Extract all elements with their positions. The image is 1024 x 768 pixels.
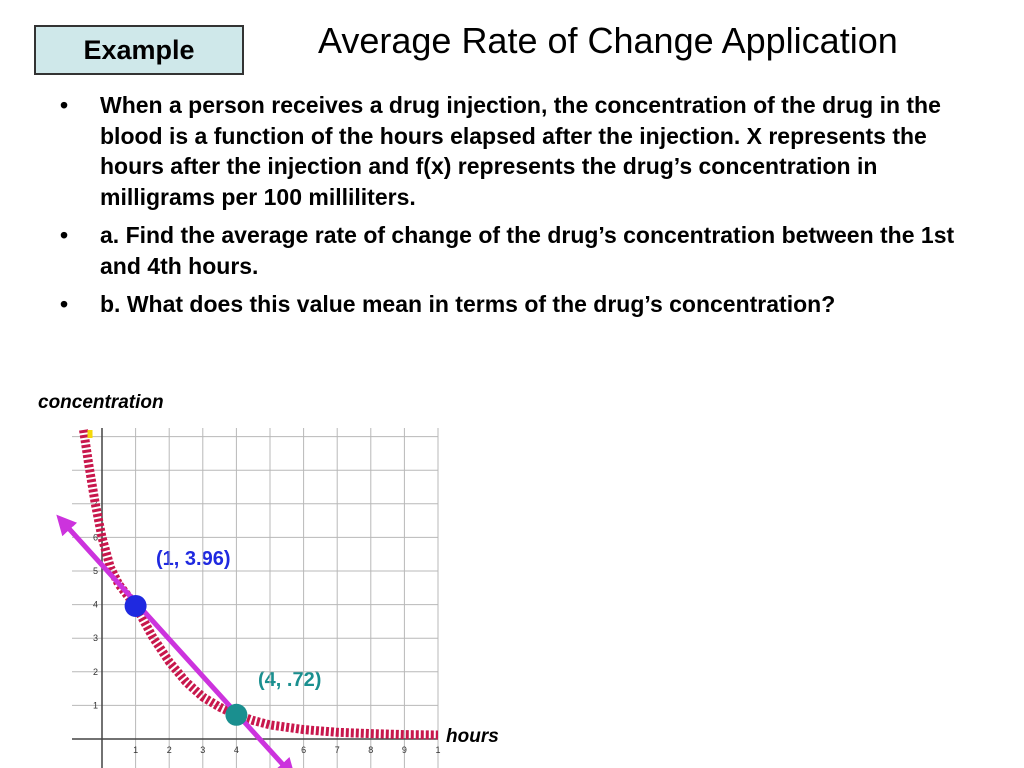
y-axis-label: concentration bbox=[38, 392, 164, 413]
y-tick-label: 5 bbox=[93, 566, 98, 576]
y-tick-label: 3 bbox=[93, 633, 98, 643]
data-point-1 bbox=[124, 594, 147, 617]
bullet-list: When a person receives a drug injection,… bbox=[56, 90, 976, 328]
y-tick-label: 6 bbox=[93, 532, 98, 542]
x-axis-label: hours bbox=[446, 726, 499, 747]
y-tick-label: 2 bbox=[93, 667, 98, 677]
y-tick-label: 1 bbox=[93, 700, 98, 710]
y-tick-label: 7 bbox=[93, 499, 98, 509]
x-tick-label: 2 bbox=[167, 745, 172, 755]
concentration-curve bbox=[79, 429, 439, 740]
bullet-item-part-b: b. What does this value mean in terms of… bbox=[56, 289, 976, 320]
y-tick-label: 4 bbox=[93, 600, 98, 610]
x-tick-label: 1 bbox=[133, 745, 138, 755]
secant-line bbox=[56, 514, 296, 768]
bullet-item-part-a: a. Find the average rate of change of th… bbox=[56, 220, 976, 281]
example-label: Example bbox=[83, 34, 195, 65]
x-tick-label: 6 bbox=[301, 745, 306, 755]
x-tick-label: 7 bbox=[335, 745, 340, 755]
slide-title: Average Rate of Change Application bbox=[318, 20, 898, 61]
bullet-item-intro: When a person receives a drug injection,… bbox=[56, 90, 976, 212]
x-tick-label: 1 bbox=[435, 745, 440, 755]
example-label-box: Example bbox=[34, 25, 244, 75]
x-tick-label: 3 bbox=[200, 745, 205, 755]
curve-tip-marker bbox=[87, 430, 93, 438]
x-tick-label: 8 bbox=[368, 745, 373, 755]
data-point-4 bbox=[225, 703, 248, 726]
x-tick-label: 4 bbox=[234, 745, 239, 755]
x-tick-label: 9 bbox=[402, 745, 407, 755]
